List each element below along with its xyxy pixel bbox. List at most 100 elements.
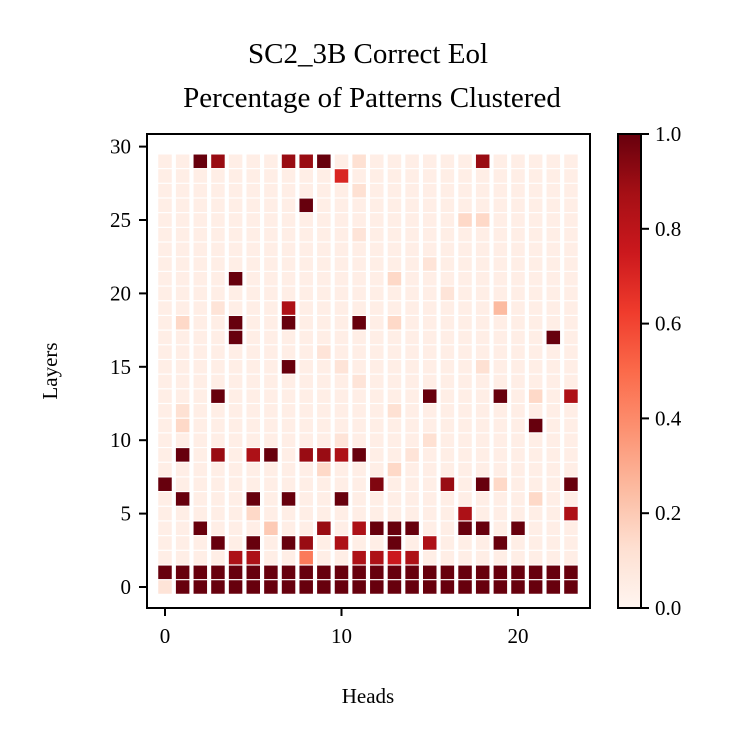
heatmap-cell — [458, 462, 472, 477]
heatmap-cell — [175, 316, 190, 330]
heatmap-cell — [511, 198, 525, 213]
heatmap-cell — [493, 198, 508, 213]
heatmap-cell — [528, 242, 543, 257]
heatmap-cell — [475, 345, 490, 359]
heatmap-cell — [228, 360, 243, 374]
heatmap-cell — [228, 286, 243, 301]
heatmap-cell — [546, 506, 561, 521]
heatmap-cell — [440, 242, 455, 257]
heatmap-cell — [299, 183, 313, 198]
heatmap-cell — [246, 389, 260, 403]
heatmap-cell — [317, 374, 331, 389]
heatmap-cell — [352, 316, 366, 330]
y-tick-label: 15 — [110, 355, 131, 379]
heatmap-cell — [440, 389, 455, 403]
heatmap-cell — [493, 316, 508, 330]
heatmap-cell — [299, 257, 313, 271]
heatmap-cell — [511, 462, 525, 477]
heatmap-cell — [299, 521, 313, 536]
heatmap-cell — [440, 301, 455, 315]
heatmap-cell — [387, 462, 402, 477]
heatmap-cell — [405, 183, 419, 198]
heatmap-cell — [228, 154, 243, 169]
heatmap-cell — [440, 448, 455, 462]
heatmap-cell — [440, 550, 455, 565]
heatmap-cell — [246, 271, 260, 286]
heatmap-cell — [193, 198, 208, 213]
heatmap-cell — [334, 257, 349, 271]
heatmap-cell — [211, 169, 225, 183]
heatmap-cell — [387, 565, 402, 580]
heatmap-cell — [528, 345, 543, 359]
heatmap-cell — [423, 521, 437, 536]
heatmap-cell — [440, 360, 455, 374]
heatmap-cell — [264, 374, 278, 389]
heatmap-cell — [158, 521, 172, 536]
heatmap-cell — [511, 536, 525, 550]
heatmap-cell — [387, 404, 402, 418]
heatmap-cell — [264, 169, 278, 183]
heatmap-cell — [475, 213, 490, 227]
heatmap-cell — [317, 477, 331, 491]
heatmap-cell — [370, 169, 384, 183]
heatmap-cell — [281, 301, 296, 315]
y-tick-label: 10 — [110, 428, 131, 452]
heatmap-cell — [158, 183, 172, 198]
heatmap-cell — [246, 565, 260, 580]
heatmap-cell — [352, 169, 366, 183]
heatmap-cell — [193, 227, 208, 242]
heatmap-cell — [405, 418, 419, 433]
heatmap-cell — [387, 213, 402, 227]
heatmap-cell — [193, 550, 208, 565]
heatmap-cell — [175, 242, 190, 257]
heatmap-cell — [405, 580, 419, 594]
heatmap-cell — [299, 316, 313, 330]
heatmap-cell — [228, 345, 243, 359]
heatmap-cell — [528, 404, 543, 418]
heatmap-cell — [564, 227, 578, 242]
heatmap-cell — [264, 198, 278, 213]
heatmap-cell — [317, 198, 331, 213]
heatmap-cell — [387, 492, 402, 506]
heatmap-cell — [546, 418, 561, 433]
colorbar-ticks: 0.0 0.2 0.4 0.6 0.8 1.0 — [641, 122, 682, 620]
heatmap-cell — [528, 506, 543, 521]
heatmap-cell — [493, 360, 508, 374]
heatmap-cell — [387, 242, 402, 257]
heatmap-cell — [370, 271, 384, 286]
heatmap-cell — [317, 580, 331, 594]
heatmap-cell — [246, 374, 260, 389]
heatmap-cell — [352, 477, 366, 491]
heatmap-cell — [370, 286, 384, 301]
heatmap-cell — [423, 374, 437, 389]
heatmap-cell — [264, 154, 278, 169]
heatmap-cell — [440, 477, 455, 491]
heatmap-cell — [423, 462, 437, 477]
colorbar-tick-label: 1.0 — [655, 122, 681, 146]
heatmap-cell — [334, 404, 349, 418]
heatmap-cell — [370, 565, 384, 580]
heatmap-cell — [246, 492, 260, 506]
heatmap-cell — [228, 536, 243, 550]
heatmap-cell — [193, 169, 208, 183]
heatmap-cell — [299, 286, 313, 301]
heatmap-cell — [352, 154, 366, 169]
heatmap-cell — [458, 330, 472, 345]
heatmap-cell — [158, 477, 172, 491]
heatmap-cell — [352, 286, 366, 301]
heatmap-cell — [193, 374, 208, 389]
heatmap-cell — [317, 492, 331, 506]
heatmap-cell — [546, 271, 561, 286]
heatmap-cell — [317, 154, 331, 169]
heatmap-cell — [281, 389, 296, 403]
heatmap-cell — [458, 404, 472, 418]
heatmap-cell — [387, 271, 402, 286]
heatmap-cell — [193, 360, 208, 374]
heatmap-cell — [475, 271, 490, 286]
heatmap-cell — [546, 462, 561, 477]
heatmap-cell — [193, 580, 208, 594]
heatmap-cell — [246, 448, 260, 462]
heatmap-cell — [158, 316, 172, 330]
heatmap-cell — [511, 154, 525, 169]
heatmap-cell — [211, 213, 225, 227]
